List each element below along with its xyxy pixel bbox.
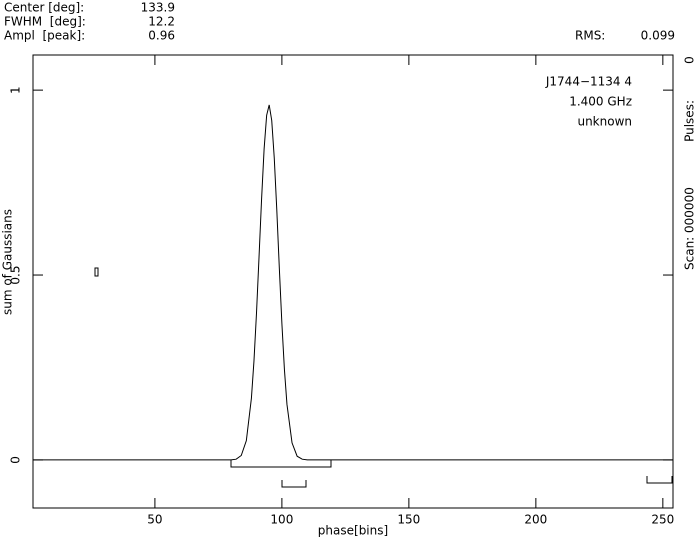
rms-value: 0.099: [641, 29, 675, 43]
source: J1744−1134 4: [545, 75, 632, 89]
window-bracket: [646, 476, 673, 484]
pulses-label: Pulses:: [683, 100, 697, 142]
info-label: Ampl [peak]:: [4, 29, 85, 43]
y-tick-label: 1: [9, 86, 23, 94]
info-label: Center [deg]:: [4, 1, 84, 15]
info-value: 0.96: [148, 29, 175, 43]
scan: Scan: 000000: [683, 187, 697, 270]
frequency: 1.400 GHz: [569, 95, 632, 109]
info-value: 133.9: [141, 1, 175, 15]
info-value: 12.2: [148, 15, 175, 29]
profile-line: [33, 104, 673, 461]
x-axis-label: phase[bins]: [318, 524, 388, 538]
x-tick-label: 150: [397, 513, 420, 527]
y-axis-label: sum of Gaussians: [1, 209, 15, 315]
x-tick-label: 50: [147, 513, 162, 527]
pulses-value: 0: [683, 56, 697, 64]
y-tick-label: 0: [9, 456, 23, 464]
plot-frame: [32, 54, 674, 509]
site: unknown: [577, 115, 632, 129]
y-tick-label: 0.5: [9, 265, 23, 284]
marker: [94, 267, 99, 277]
window-bracket: [281, 480, 307, 488]
x-tick-label: 200: [524, 513, 547, 527]
rms-label: RMS:: [575, 29, 605, 43]
x-tick-label: 250: [651, 513, 674, 527]
x-tick-label: 100: [270, 513, 293, 527]
info-label: FWHM [deg]:: [4, 15, 86, 29]
window-bracket: [230, 460, 332, 468]
